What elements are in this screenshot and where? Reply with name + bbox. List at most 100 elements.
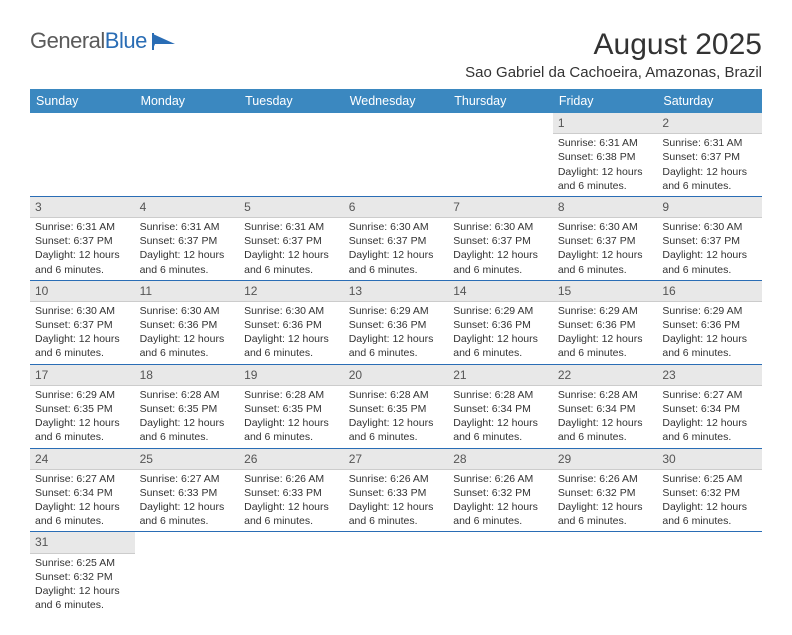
day-line: Sunset: 6:36 PM (453, 318, 548, 332)
calendar-cell: 17Sunrise: 6:29 AMSunset: 6:35 PMDayligh… (30, 364, 135, 448)
calendar-cell (448, 532, 553, 615)
calendar-cell: 8Sunrise: 6:30 AMSunset: 6:37 PMDaylight… (553, 196, 658, 280)
day-line: Daylight: 12 hours (558, 332, 653, 346)
day-body: Sunrise: 6:29 AMSunset: 6:36 PMDaylight:… (448, 302, 553, 364)
day-line: and 6 minutes. (662, 263, 757, 277)
day-header: Tuesday (239, 89, 344, 113)
day-body: Sunrise: 6:26 AMSunset: 6:33 PMDaylight:… (239, 470, 344, 532)
calendar-cell (239, 113, 344, 196)
day-body: Sunrise: 6:28 AMSunset: 6:34 PMDaylight:… (553, 386, 658, 448)
day-line: and 6 minutes. (453, 430, 548, 444)
day-line: Sunset: 6:33 PM (349, 486, 444, 500)
logo-text-2: Blue (105, 28, 147, 54)
day-line: Sunset: 6:37 PM (35, 318, 130, 332)
day-number: 17 (30, 365, 135, 386)
day-line: Sunset: 6:37 PM (349, 234, 444, 248)
day-line: Daylight: 12 hours (140, 500, 235, 514)
calendar-row: 24Sunrise: 6:27 AMSunset: 6:34 PMDayligh… (30, 448, 762, 532)
day-body (344, 554, 449, 559)
day-line: and 6 minutes. (35, 263, 130, 277)
day-line: Sunset: 6:32 PM (558, 486, 653, 500)
day-number: 16 (657, 281, 762, 302)
day-header: Saturday (657, 89, 762, 113)
day-body: Sunrise: 6:27 AMSunset: 6:34 PMDaylight:… (30, 470, 135, 532)
day-line: Sunrise: 6:25 AM (35, 556, 130, 570)
day-body: Sunrise: 6:30 AMSunset: 6:37 PMDaylight:… (553, 218, 658, 280)
day-number: 3 (30, 197, 135, 218)
day-line: and 6 minutes. (349, 346, 444, 360)
day-number: 8 (553, 197, 658, 218)
logo-flag-icon (151, 32, 179, 52)
day-body (344, 134, 449, 139)
day-line: Sunset: 6:35 PM (244, 402, 339, 416)
day-line: Sunrise: 6:31 AM (662, 136, 757, 150)
day-body: Sunrise: 6:28 AMSunset: 6:35 PMDaylight:… (135, 386, 240, 448)
day-line: Daylight: 12 hours (35, 332, 130, 346)
calendar-cell: 11Sunrise: 6:30 AMSunset: 6:36 PMDayligh… (135, 280, 240, 364)
day-line: Daylight: 12 hours (662, 165, 757, 179)
day-line: Sunrise: 6:31 AM (140, 220, 235, 234)
calendar-table: Sunday Monday Tuesday Wednesday Thursday… (30, 89, 762, 615)
day-line: Sunrise: 6:29 AM (349, 304, 444, 318)
day-line: Sunset: 6:37 PM (662, 234, 757, 248)
day-line: Sunset: 6:33 PM (140, 486, 235, 500)
day-body (448, 554, 553, 559)
day-line: Sunset: 6:36 PM (349, 318, 444, 332)
day-header: Wednesday (344, 89, 449, 113)
day-line: and 6 minutes. (453, 514, 548, 528)
day-line: Sunrise: 6:29 AM (35, 388, 130, 402)
day-line: Sunrise: 6:28 AM (558, 388, 653, 402)
day-body: Sunrise: 6:25 AMSunset: 6:32 PMDaylight:… (657, 470, 762, 532)
day-line: Sunset: 6:38 PM (558, 150, 653, 164)
day-line: Sunset: 6:32 PM (453, 486, 548, 500)
day-line: Daylight: 12 hours (244, 416, 339, 430)
location: Sao Gabriel da Cachoeira, Amazonas, Braz… (465, 64, 762, 81)
day-number: 4 (135, 197, 240, 218)
day-line: Daylight: 12 hours (140, 248, 235, 262)
day-line: Daylight: 12 hours (662, 500, 757, 514)
calendar-cell: 30Sunrise: 6:25 AMSunset: 6:32 PMDayligh… (657, 448, 762, 532)
day-line: Sunrise: 6:27 AM (140, 472, 235, 486)
day-number: 5 (239, 197, 344, 218)
day-body: Sunrise: 6:31 AMSunset: 6:37 PMDaylight:… (30, 218, 135, 280)
calendar-row: 3Sunrise: 6:31 AMSunset: 6:37 PMDaylight… (30, 196, 762, 280)
day-line: and 6 minutes. (662, 430, 757, 444)
day-number: 23 (657, 365, 762, 386)
day-line: Daylight: 12 hours (662, 416, 757, 430)
day-line: Sunset: 6:35 PM (35, 402, 130, 416)
day-number: 22 (553, 365, 658, 386)
day-line: and 6 minutes. (349, 514, 444, 528)
day-line: Sunrise: 6:27 AM (662, 388, 757, 402)
day-line: Sunset: 6:32 PM (35, 570, 130, 584)
calendar-cell: 5Sunrise: 6:31 AMSunset: 6:37 PMDaylight… (239, 196, 344, 280)
calendar-cell (135, 532, 240, 615)
day-line: Daylight: 12 hours (140, 416, 235, 430)
day-number: 31 (30, 532, 135, 553)
calendar-page: GeneralBlue August 2025 Sao Gabriel da C… (0, 0, 792, 635)
day-line: Daylight: 12 hours (244, 248, 339, 262)
calendar-row: 17Sunrise: 6:29 AMSunset: 6:35 PMDayligh… (30, 364, 762, 448)
day-number: 25 (135, 449, 240, 470)
day-body: Sunrise: 6:30 AMSunset: 6:36 PMDaylight:… (239, 302, 344, 364)
day-line: and 6 minutes. (140, 430, 235, 444)
day-line: Sunrise: 6:28 AM (140, 388, 235, 402)
day-line: Sunset: 6:35 PM (349, 402, 444, 416)
day-line: Sunset: 6:34 PM (453, 402, 548, 416)
calendar-cell: 16Sunrise: 6:29 AMSunset: 6:36 PMDayligh… (657, 280, 762, 364)
day-header: Monday (135, 89, 240, 113)
day-line: Sunset: 6:34 PM (662, 402, 757, 416)
day-line: Sunset: 6:35 PM (140, 402, 235, 416)
day-line: Sunset: 6:37 PM (453, 234, 548, 248)
day-line: Daylight: 12 hours (244, 500, 339, 514)
day-line: and 6 minutes. (662, 179, 757, 193)
day-number: 11 (135, 281, 240, 302)
calendar-cell (553, 532, 658, 615)
day-number: 13 (344, 281, 449, 302)
calendar-cell: 13Sunrise: 6:29 AMSunset: 6:36 PMDayligh… (344, 280, 449, 364)
calendar-cell (344, 532, 449, 615)
calendar-cell: 21Sunrise: 6:28 AMSunset: 6:34 PMDayligh… (448, 364, 553, 448)
day-body (448, 134, 553, 139)
calendar-cell: 26Sunrise: 6:26 AMSunset: 6:33 PMDayligh… (239, 448, 344, 532)
calendar-cell: 25 Sunrise: 6:27 AMSunset: 6:33 PMDayligh… (135, 448, 240, 532)
day-line: Sunrise: 6:26 AM (558, 472, 653, 486)
